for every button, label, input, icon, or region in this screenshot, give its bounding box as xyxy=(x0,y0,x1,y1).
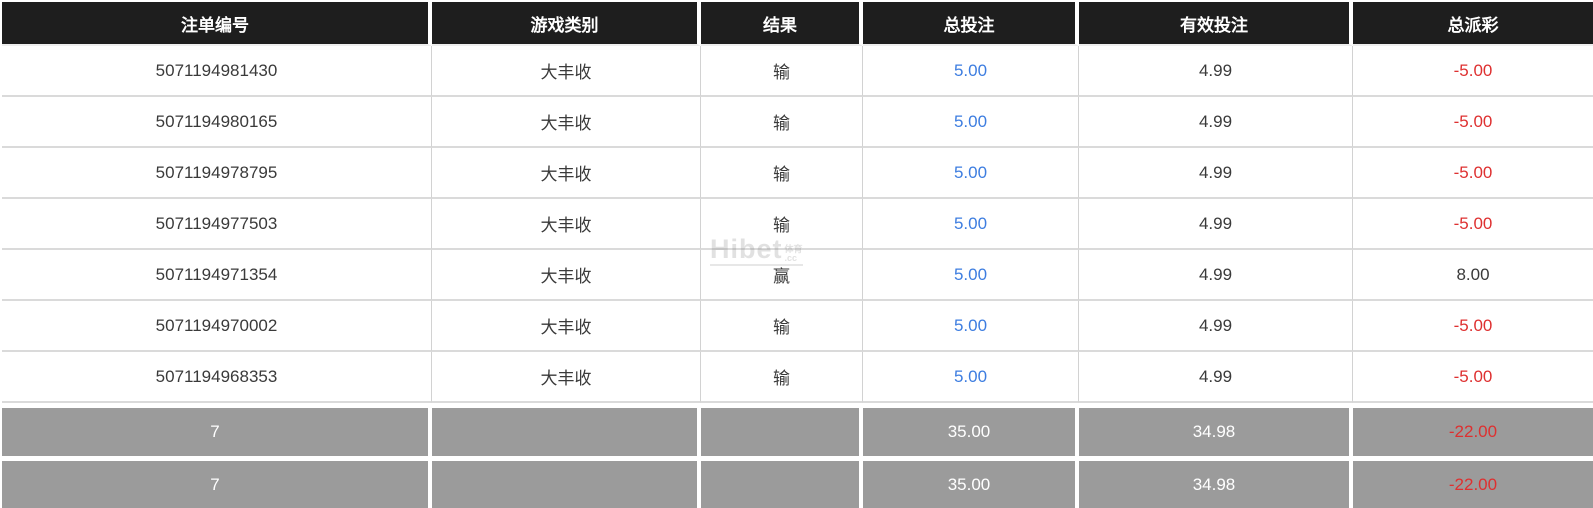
cell-game-category: 大丰收 xyxy=(432,352,701,403)
summary-cell-total-bet: 35.00 xyxy=(863,456,1079,508)
summary-cell-game-category xyxy=(432,403,701,456)
summary-cell-order-id: 7 xyxy=(2,403,432,456)
cell-total-bet[interactable]: 5.00 xyxy=(863,46,1079,97)
cell-result: 输 xyxy=(701,97,863,148)
summary-cell-result xyxy=(701,456,863,508)
cell-total-bet[interactable]: 5.00 xyxy=(863,301,1079,352)
cell-game-category: 大丰收 xyxy=(432,46,701,97)
cell-valid-bet: 4.99 xyxy=(1079,46,1353,97)
header-cell-total-bet: 总投注 xyxy=(863,2,1079,46)
cell-order-id: 5071194977503 xyxy=(2,199,432,250)
cell-order-id: 5071194970002 xyxy=(2,301,432,352)
cell-order-id: 5071194971354 xyxy=(2,250,432,301)
summary-cell-result xyxy=(701,403,863,456)
cell-valid-bet: 4.99 xyxy=(1079,352,1353,403)
summary-cell-valid-bet: 34.98 xyxy=(1079,456,1353,508)
cell-result: 输 xyxy=(701,148,863,199)
header-cell-game-category: 游戏类别 xyxy=(432,2,701,46)
cell-total-payout: -5.00 xyxy=(1353,97,1593,148)
cell-valid-bet: 4.99 xyxy=(1079,301,1353,352)
cell-total-bet[interactable]: 5.00 xyxy=(863,97,1079,148)
cell-result: 输 xyxy=(701,199,863,250)
cell-valid-bet: 4.99 xyxy=(1079,250,1353,301)
cell-valid-bet: 4.99 xyxy=(1079,148,1353,199)
cell-game-category: 大丰收 xyxy=(432,250,701,301)
cell-order-id: 5071194978795 xyxy=(2,148,432,199)
cell-result: 输 xyxy=(701,352,863,403)
cell-total-payout: -5.00 xyxy=(1353,46,1593,97)
header-cell-result: 结果 xyxy=(701,2,863,46)
cell-total-bet[interactable]: 5.00 xyxy=(863,148,1079,199)
cell-total-payout: -5.00 xyxy=(1353,352,1593,403)
summary-cell-order-id: 7 xyxy=(2,456,432,508)
cell-total-payout: -5.00 xyxy=(1353,148,1593,199)
summary-cell-total-payout: -22.00 xyxy=(1353,403,1593,456)
cell-game-category: 大丰收 xyxy=(432,148,701,199)
cell-total-bet[interactable]: 5.00 xyxy=(863,352,1079,403)
cell-valid-bet: 4.99 xyxy=(1079,97,1353,148)
summary-cell-total-payout: -22.00 xyxy=(1353,456,1593,508)
cell-game-category: 大丰收 xyxy=(432,97,701,148)
cell-total-payout: 8.00 xyxy=(1353,250,1593,301)
header-cell-total-payout: 总派彩 xyxy=(1353,2,1593,46)
cell-valid-bet: 4.99 xyxy=(1079,199,1353,250)
summary-cell-total-bet: 35.00 xyxy=(863,403,1079,456)
cell-game-category: 大丰收 xyxy=(432,301,701,352)
cell-result: 输 xyxy=(701,46,863,97)
cell-game-category: 大丰收 xyxy=(432,199,701,250)
summary-cell-game-category xyxy=(432,456,701,508)
cell-total-bet[interactable]: 5.00 xyxy=(863,250,1079,301)
cell-order-id: 5071194980165 xyxy=(2,97,432,148)
cell-order-id: 5071194968353 xyxy=(2,352,432,403)
cell-order-id: 5071194981430 xyxy=(2,46,432,97)
cell-total-bet[interactable]: 5.00 xyxy=(863,199,1079,250)
header-cell-order-id: 注单编号 xyxy=(2,2,432,46)
header-cell-valid-bet: 有效投注 xyxy=(1079,2,1353,46)
cell-result: 赢 xyxy=(701,250,863,301)
summary-cell-valid-bet: 34.98 xyxy=(1079,403,1353,456)
cell-result: 输 xyxy=(701,301,863,352)
cell-total-payout: -5.00 xyxy=(1353,199,1593,250)
cell-total-payout: -5.00 xyxy=(1353,301,1593,352)
